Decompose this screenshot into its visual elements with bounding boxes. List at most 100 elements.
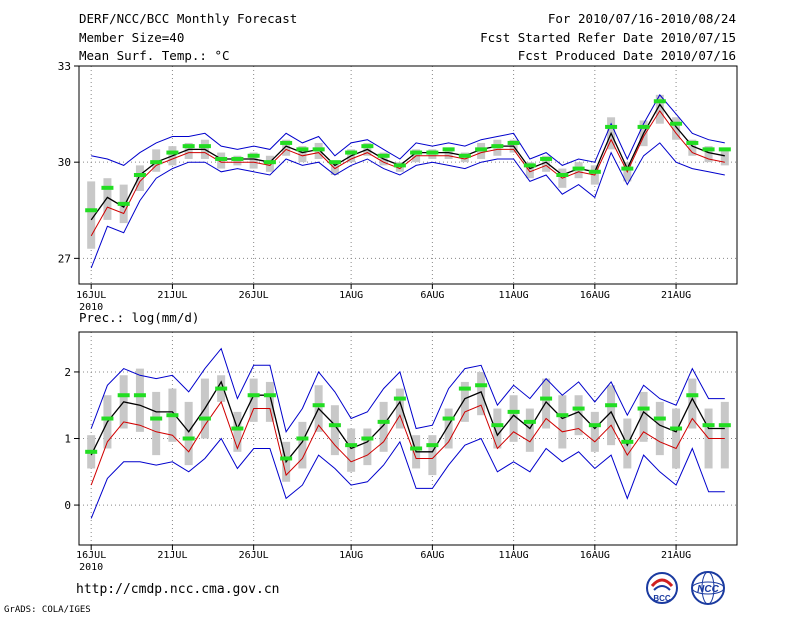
- panel1-spread-box: [525, 162, 534, 179]
- panel2-spread-box: [428, 435, 437, 476]
- panel2-forecast-marker: [247, 393, 260, 398]
- ncc-logo: NCC: [691, 571, 725, 605]
- panel2-spread-box: [363, 428, 372, 466]
- panel1-forecast-marker: [702, 147, 715, 152]
- panel1-forecast-marker: [605, 124, 618, 129]
- panel1-forecast-marker: [215, 156, 228, 161]
- panel1-xtick-label: 6AUG: [420, 290, 444, 301]
- panel2-spread-box: [720, 401, 729, 469]
- panel2-spread-box: [152, 391, 161, 456]
- panel1-forecast-marker: [507, 140, 520, 145]
- panel1-spread-box: [87, 181, 96, 249]
- panel2-forecast-marker: [345, 443, 358, 448]
- panel2-spread-box: [379, 401, 388, 452]
- panel2-forecast-marker: [621, 439, 634, 444]
- panel2-spread-box: [655, 401, 664, 456]
- panel1-ytick-label: 27: [58, 252, 71, 265]
- panel2-forecast-marker: [475, 383, 488, 388]
- panel2-forecast-marker: [718, 423, 731, 428]
- panel2-forecast-marker: [215, 386, 228, 391]
- panel2-forecast-marker: [540, 396, 553, 401]
- panel2-forecast-marker: [393, 396, 406, 401]
- panel1-xtick-label: 21AUG: [661, 290, 691, 301]
- panel2-ytick-label: 2: [64, 366, 71, 379]
- panel1-forecast-marker: [540, 156, 553, 161]
- panel1-lower-bound-line: [90, 142, 725, 269]
- panel2-spread-box: [493, 408, 502, 449]
- panel1-forecast-marker: [280, 140, 293, 145]
- panel1-upper-bound-line: [91, 94, 725, 166]
- panel1-forecast-marker: [231, 156, 244, 161]
- panel1-forecast-marker: [718, 147, 731, 152]
- panel2-forecast-marker: [377, 419, 390, 424]
- bcc-logo-text: BCC: [653, 594, 671, 603]
- panel2-spread-box: [460, 381, 469, 422]
- panel1-forecast-marker: [458, 153, 471, 158]
- panel2-title: Prec.: log(mm/d): [79, 310, 199, 325]
- panel2-spread-box: [672, 408, 681, 469]
- panel2-xtick-label: 6AUG: [420, 550, 444, 561]
- panel2-median-line: [90, 400, 725, 486]
- panel2-forecast-marker: [328, 423, 341, 428]
- panel2-frame: [78, 331, 738, 546]
- panel1-ytick-label: 30: [58, 156, 71, 169]
- panel1-year-label: 2010: [79, 302, 103, 313]
- panel1-forecast-marker: [621, 166, 634, 171]
- panel1-forecast-marker: [475, 147, 488, 152]
- panel2-forecast-marker: [556, 413, 569, 418]
- panel1-forecast-marker: [166, 150, 179, 155]
- panel2-forecast-marker: [150, 416, 163, 421]
- panel2-spread-box: [347, 428, 356, 472]
- panel1-forecast-marker: [296, 147, 309, 152]
- panel1-forecast-marker: [426, 150, 439, 155]
- panel2-spread-box: [249, 378, 258, 422]
- panel2-spread-box: [688, 378, 697, 429]
- panel2-spread-box: [558, 395, 567, 449]
- panel1-forecast-marker: [150, 160, 163, 165]
- panel2-forecast-marker: [653, 416, 666, 421]
- panel1-spread-box: [249, 152, 258, 169]
- panel2-forecast-marker: [85, 449, 98, 454]
- panel1-forecast-marker: [491, 144, 504, 149]
- panel2-ytick-label: 1: [64, 433, 71, 446]
- panel1-forecast-marker: [117, 201, 130, 206]
- panel2-spread-box: [574, 395, 583, 436]
- panel2-forecast-marker: [296, 436, 309, 441]
- panel1-spread-box: [444, 149, 453, 159]
- panel2-xtick-label: 21JUL: [157, 550, 187, 561]
- panel1-forecast-marker: [312, 147, 325, 152]
- panel1-frame: [78, 65, 738, 285]
- panel2-spread-box: [184, 401, 193, 466]
- panel1-spread-box: [103, 178, 112, 220]
- panel1-spread-box: [672, 117, 681, 140]
- panel2-forecast-marker: [605, 403, 618, 408]
- panel2-forecast-marker: [637, 406, 650, 411]
- panel2-forecast-marker: [231, 426, 244, 431]
- member-size-label: Member Size=40: [79, 30, 185, 45]
- panel2-ytick-label: 0: [64, 499, 71, 512]
- panel1-ytick-label: 33: [58, 60, 71, 73]
- panel1-forecast-marker: [653, 99, 666, 104]
- panel1-forecast-marker: [637, 124, 650, 129]
- panel2-spread-box: [639, 391, 648, 442]
- grads-credit: GrADS: COLA/IGES: [4, 605, 91, 615]
- panel1-forecast-marker: [328, 160, 341, 165]
- chart-title: DERF/NCC/BCC Monthly Forecast: [79, 11, 298, 26]
- panel2-spread-box: [444, 408, 453, 449]
- panel2-xtick-label: 1AUG: [339, 550, 363, 561]
- panel2-spread-box: [590, 411, 599, 452]
- panel2-forecast-marker: [312, 403, 325, 408]
- panel1-xtick-label: 26JUL: [239, 290, 269, 301]
- panel2-forecast-marker: [117, 393, 130, 398]
- source-url[interactable]: http://cmdp.ncc.cma.gov.cn: [76, 582, 280, 597]
- panel1-xtick-label: 11AUG: [499, 290, 529, 301]
- panel1-forecast-marker: [101, 185, 114, 190]
- panel2-forecast-marker: [101, 416, 114, 421]
- panel2-forecast-marker: [442, 416, 455, 421]
- panel1-forecast-marker: [345, 150, 358, 155]
- panel2-forecast-marker: [166, 413, 179, 418]
- panel1-forecast-marker: [572, 166, 585, 171]
- panel2-forecast-marker: [198, 416, 211, 421]
- panel2-xtick-label: 16JUL: [76, 550, 106, 561]
- panel1-forecast-marker: [198, 144, 211, 149]
